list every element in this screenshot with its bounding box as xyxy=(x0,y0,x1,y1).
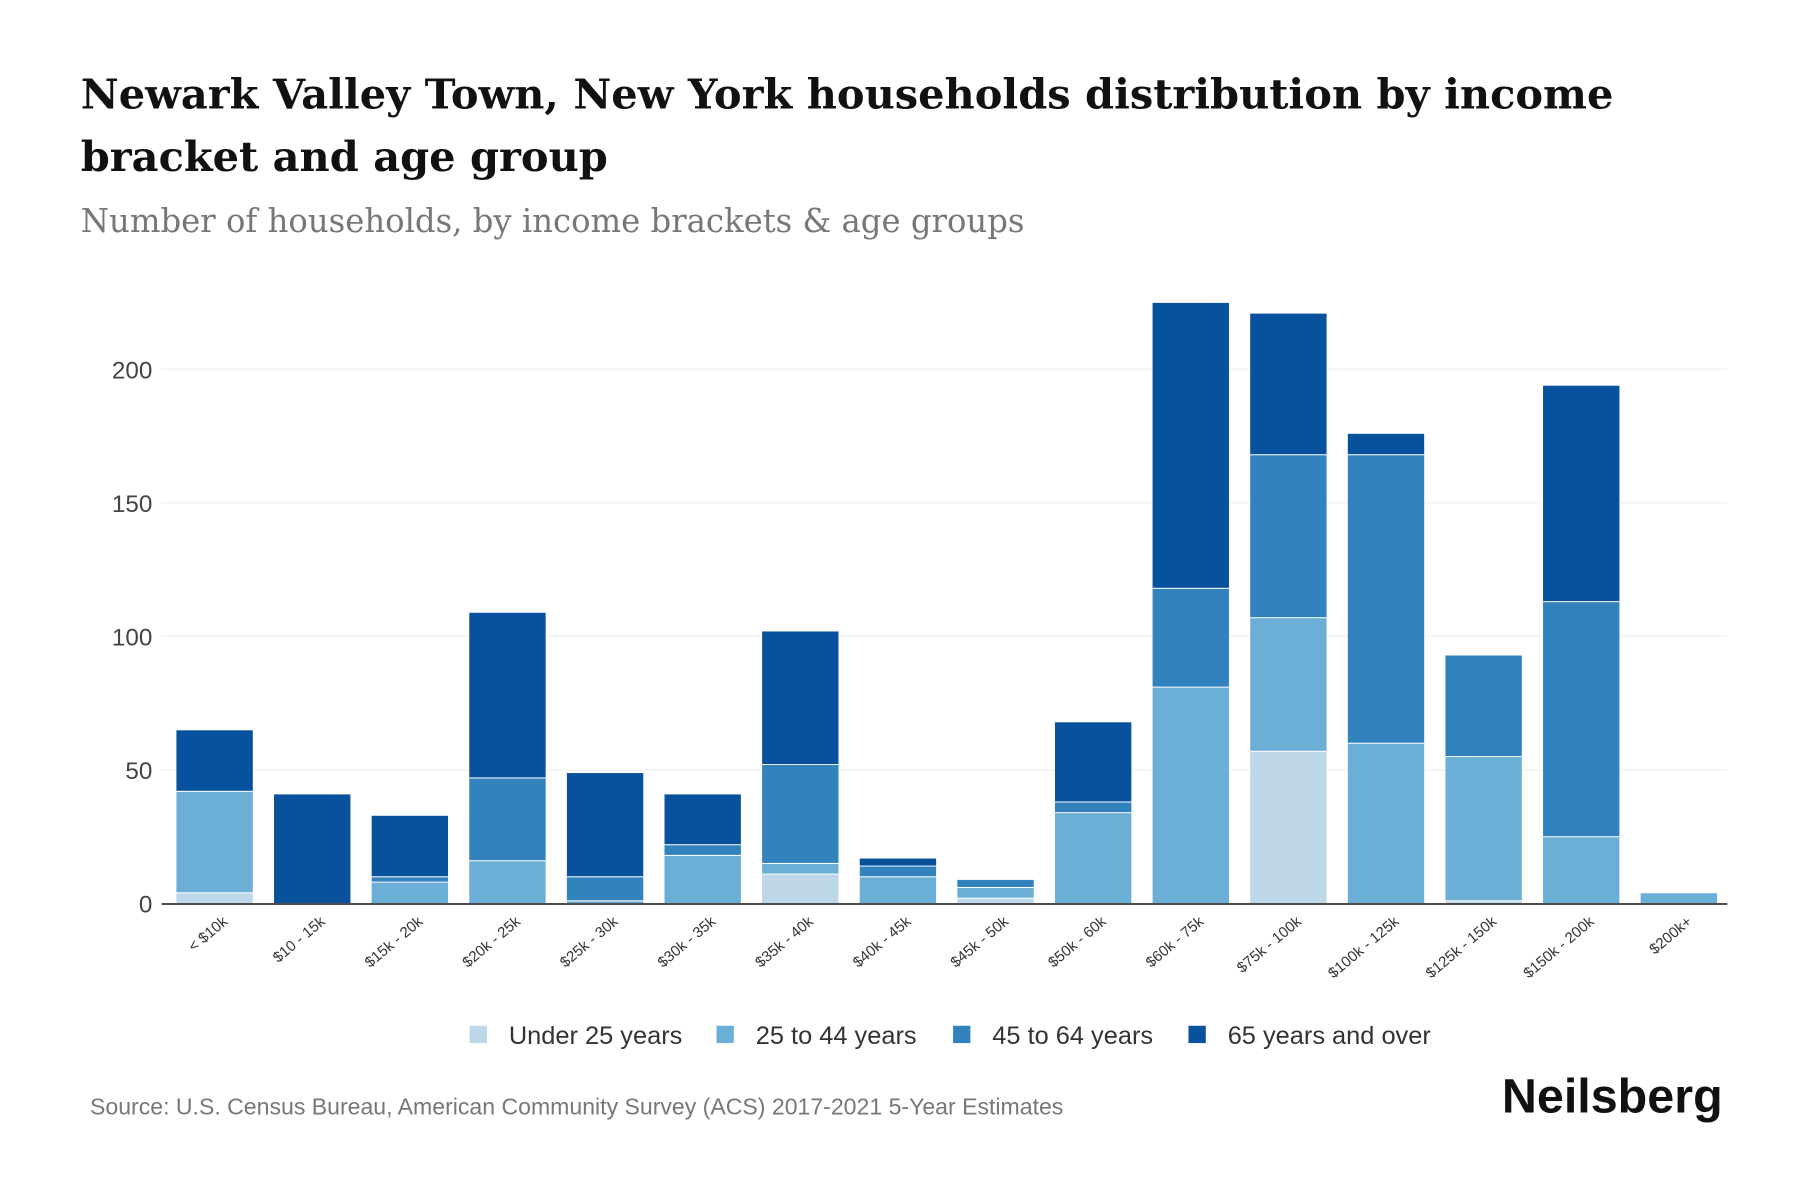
bar-segment xyxy=(761,862,840,875)
bar-segment xyxy=(858,876,938,904)
bar-segment xyxy=(175,729,254,792)
x-tick-label: < $10k xyxy=(185,913,231,956)
source-note: Source: U.S. Census Bureau, American Com… xyxy=(90,1094,1063,1120)
bar-segment xyxy=(1151,686,1230,904)
bar-segment xyxy=(175,790,254,894)
bar-segment xyxy=(468,860,547,904)
bar-segment xyxy=(1151,587,1230,688)
bar-segment xyxy=(1249,617,1328,752)
legend: Under 25 years 25 to 44 years 45 to 64 yea… xyxy=(469,1022,1432,1050)
bar-segment xyxy=(273,793,352,904)
x-tick-label: $30k - 35k xyxy=(655,913,720,971)
bar-segment xyxy=(956,878,1035,888)
bar-segment xyxy=(1249,312,1328,456)
y-axis-ticks: 0 50 100 150 200 xyxy=(112,357,152,918)
bar-segment xyxy=(565,876,645,902)
bar-segment xyxy=(1249,750,1328,904)
x-tick-label: $20k - 25k xyxy=(459,913,524,971)
bar-segment xyxy=(663,844,742,856)
y-tick-label: 150 xyxy=(112,491,152,518)
legend-swatch xyxy=(469,1025,487,1044)
bar-segment xyxy=(468,777,547,862)
x-tick-label: $100k - 125k xyxy=(1325,913,1403,982)
x-tick-label: $45k - 50k xyxy=(947,913,1012,971)
neilsberg-logo: Neilsberg xyxy=(1502,1069,1723,1123)
bar-segment xyxy=(1054,801,1133,814)
bar-segment xyxy=(370,881,449,904)
x-tick-label: $125k - 150k xyxy=(1423,913,1501,982)
bar-segment xyxy=(956,897,1035,904)
bar-segment xyxy=(370,814,449,878)
bar-segment xyxy=(761,630,840,766)
x-tick-label: $200k+ xyxy=(1646,913,1695,958)
legend-label: 45 to 64 years xyxy=(992,1022,1153,1050)
bar-segment xyxy=(1249,454,1328,619)
x-tick-label: $35k - 40k xyxy=(752,913,817,971)
chart-title-line1: Newark Valley Town, New York households … xyxy=(81,69,1614,118)
bar-segment xyxy=(370,876,449,883)
bar-segment xyxy=(663,854,742,904)
x-tick-label: $15k - 20k xyxy=(362,913,427,971)
bar-segment xyxy=(956,886,1035,899)
bar-segment xyxy=(1054,812,1133,904)
x-tick-label: $60k - 75k xyxy=(1143,913,1208,971)
bar-segment xyxy=(1346,742,1426,904)
chart-subtitle: Number of households, by income brackets… xyxy=(81,202,1025,240)
legend-swatch xyxy=(1188,1025,1206,1044)
legend-swatch xyxy=(953,1025,971,1044)
bar-segment xyxy=(1346,432,1426,456)
y-tick-label: 0 xyxy=(139,892,152,919)
bar-segment xyxy=(1151,301,1230,589)
bar-segment xyxy=(761,873,840,904)
x-axis-ticks: < $10k $10 - 15k $15k - 20k $20k - 25k $25k … xyxy=(185,913,1695,982)
y-tick-label: 50 xyxy=(125,758,152,785)
legend-label: Under 25 years xyxy=(509,1022,683,1050)
x-tick-label: $10 - 15k xyxy=(270,913,329,967)
bar-segment xyxy=(565,772,645,878)
bar-segment xyxy=(1639,892,1718,904)
chart-title-line2: bracket and age group xyxy=(81,132,608,181)
bars xyxy=(175,301,1718,904)
x-tick-label: $150k - 200k xyxy=(1520,913,1598,982)
x-tick-label: $75k - 100k xyxy=(1234,913,1305,977)
bar-segment xyxy=(1444,654,1523,758)
legend-label: 25 to 44 years xyxy=(756,1022,917,1050)
bar-segment xyxy=(1542,836,1621,904)
bar-segment xyxy=(858,857,938,867)
bar-segment xyxy=(1346,454,1426,744)
y-tick-label: 100 xyxy=(112,625,152,652)
bar-segment xyxy=(1542,384,1621,603)
bar-segment xyxy=(1054,721,1133,803)
bar-segment xyxy=(761,764,840,864)
legend-swatch xyxy=(716,1025,734,1044)
bar-segment xyxy=(1542,601,1621,838)
x-tick-label: $40k - 45k xyxy=(850,913,915,971)
x-tick-label: $50k - 60k xyxy=(1045,913,1110,971)
bar-segment xyxy=(468,611,547,779)
y-tick-label: 200 xyxy=(112,357,152,384)
bar-segment xyxy=(858,865,938,878)
x-tick-label: $25k - 30k xyxy=(557,913,622,971)
bar-segment xyxy=(175,892,254,904)
bar-segment xyxy=(1444,756,1523,902)
legend-label: 65 years and over xyxy=(1228,1022,1432,1050)
bar-segment xyxy=(663,793,742,846)
